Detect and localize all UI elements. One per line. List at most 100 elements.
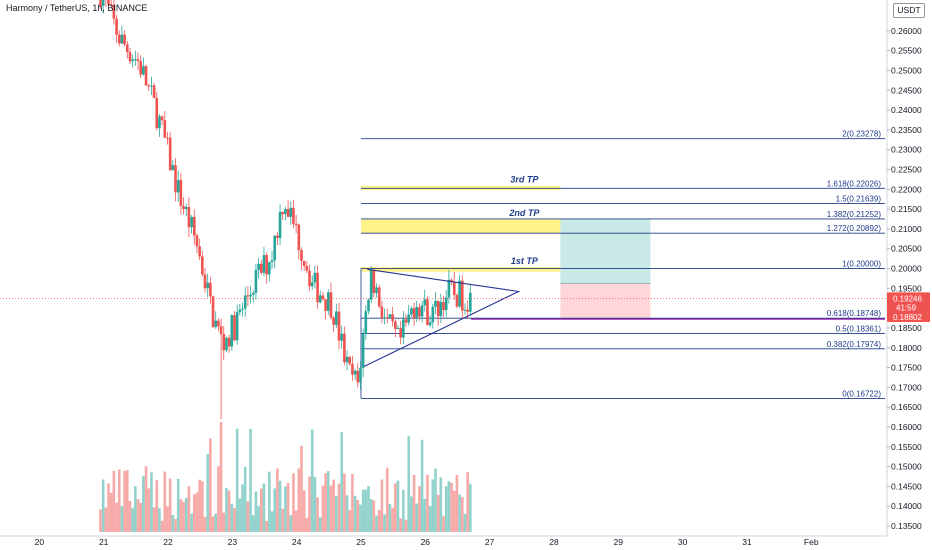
volume-bar [179, 499, 183, 532]
candle-body [139, 61, 142, 75]
volume-bar [458, 494, 461, 532]
volume-bar [163, 471, 167, 532]
volume-bar [439, 477, 443, 532]
candle-body [243, 295, 247, 309]
price-axis[interactable]: 0.26000 0.25500 0.25000 0.24500 0.24000 0.235… [886, 0, 932, 550]
volume-bar [452, 490, 456, 532]
candle-body [214, 320, 218, 327]
tp-label: 3rd TP [510, 175, 539, 185]
volume-bar [450, 482, 453, 532]
candle-body [246, 295, 250, 297]
candle-body [270, 260, 274, 263]
volume-bar [241, 484, 244, 532]
tp-zone-2 [360, 218, 561, 234]
fib-level-label: 1.5(0.21639) [836, 195, 882, 204]
triangle-pattern[interactable] [0, 268, 887, 367]
candle-body [125, 44, 129, 52]
volume-bar [345, 495, 349, 532]
volume-bar [107, 483, 110, 532]
price-tick-label: 0.14500 [891, 481, 922, 491]
volume-bar [286, 483, 290, 532]
volume-bar [217, 466, 220, 532]
candle-body [142, 66, 145, 75]
candle-body [361, 333, 365, 368]
candle-body [385, 317, 389, 319]
volume-bar [359, 504, 362, 532]
volume-bar [364, 489, 368, 532]
price-tick-label: 0.21500 [891, 204, 922, 214]
volume-bar [308, 476, 311, 532]
volume-bar [388, 504, 392, 532]
candle-body [101, 0, 105, 7]
candle-body [227, 337, 231, 347]
volume-bar [104, 507, 108, 532]
time-tick-label: 21 [99, 537, 109, 547]
volume-bar [201, 481, 204, 532]
volume-bar [310, 429, 314, 532]
volume-bar [300, 445, 303, 532]
price-tick-label: 0.14000 [891, 501, 922, 511]
volume-bar [182, 501, 185, 532]
candle-body [310, 282, 314, 287]
triangle-lines[interactable] [363, 268, 521, 367]
candle-body [268, 262, 271, 275]
candle-body [160, 116, 164, 121]
price-tick-label: 0.15500 [891, 442, 922, 452]
volume-bar [460, 497, 464, 532]
fib-extension[interactable]: 2(0.23278) 1.618(0.22026) 1.5(0.21639) 1.38… [360, 130, 885, 399]
candle-body [284, 209, 287, 215]
volume-bar [436, 494, 440, 532]
last-price-value: 0.19246 [893, 294, 922, 303]
fib-level-label: 0.618(0.18748) [827, 309, 882, 318]
candle-body [455, 295, 459, 307]
price-tick-label: 0.16000 [891, 422, 922, 432]
volume-bar [160, 520, 164, 532]
price-tick-label: 0.20000 [891, 264, 922, 274]
volume-bar [254, 491, 258, 532]
candle-body [99, 0, 102, 7]
time-axis[interactable]: 20 21 22 23 24 25 26 27 28 29 30 31 Feb [0, 535, 932, 550]
volume-bar [251, 515, 255, 532]
candle-body [439, 301, 443, 317]
time-tick-label: 25 [356, 537, 366, 547]
volume-bar [187, 486, 191, 532]
candle-body [131, 59, 134, 62]
candle-body [335, 311, 338, 325]
candle-body [289, 207, 293, 217]
candle-body [115, 18, 118, 35]
volume-bar [276, 468, 279, 532]
volume-bar [190, 513, 193, 532]
candle-body [235, 312, 239, 341]
candle-body [305, 265, 309, 271]
volume-bar [233, 508, 236, 532]
candle-body [353, 370, 357, 375]
candle-body [316, 272, 319, 303]
candle-body [144, 66, 148, 86]
volume-bar [192, 494, 196, 532]
candle-body [428, 322, 432, 326]
price-tick-label: 0.22500 [891, 164, 922, 174]
candle-body [466, 309, 469, 312]
candle-body [436, 300, 440, 317]
volume-bar [262, 483, 266, 532]
volume-bar [101, 479, 105, 532]
volume-bar [423, 498, 427, 532]
price-tick-label: 0.24000 [891, 105, 922, 115]
volume-bar [158, 508, 161, 532]
candle-body [292, 207, 295, 224]
candle-body [230, 315, 234, 347]
volume-bar [222, 512, 226, 532]
currency-unit-button[interactable]: USDT [893, 3, 925, 18]
candle-body [184, 206, 188, 210]
tp-zones: 3rd TP 2nd TP 1st TP [360, 175, 651, 319]
candle-body [458, 280, 461, 307]
candle-body [117, 34, 121, 44]
volume-bars [99, 422, 472, 532]
candle-body [174, 165, 177, 193]
time-tick-label: 20 [35, 537, 45, 547]
volume-bar [284, 486, 287, 532]
candle-body [380, 306, 384, 318]
tp-zone-3 [360, 266, 561, 272]
